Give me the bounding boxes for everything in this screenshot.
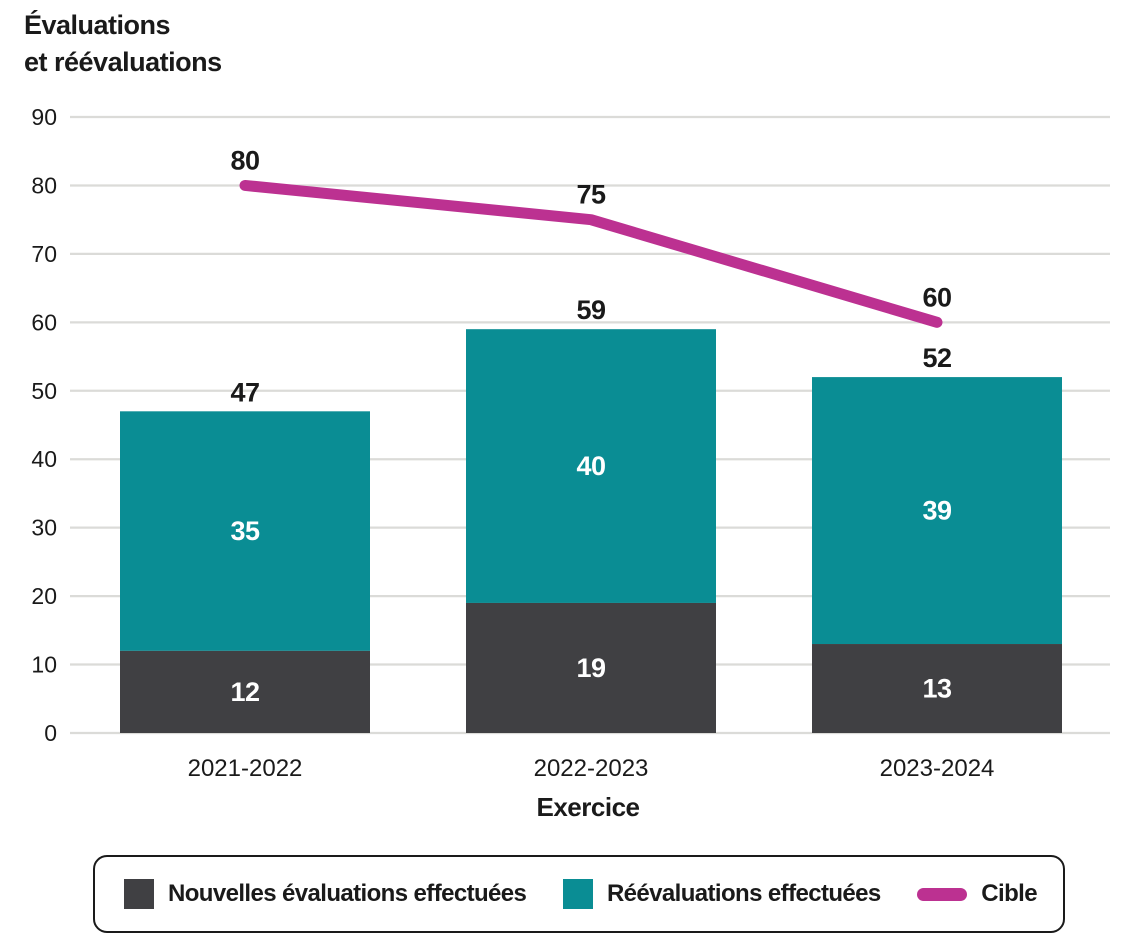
target-value-label: 75 [576,180,606,210]
legend-swatch-target-line-icon [917,887,968,901]
legend-swatch-dark-square-icon [124,879,154,909]
legend-swatch-teal-square-icon [562,879,593,909]
legend-item-nouvelles-evaluations: Nouvelles évaluations effectuées [124,879,527,909]
y-tick-label: 20 [31,583,57,609]
y-axis-tick-labels: 0 10 20 30 40 50 60 70 80 90 [31,104,57,746]
stacked-bars [120,329,1062,733]
y-tick-label: 30 [31,515,57,541]
stack-total-label: 59 [576,295,606,325]
legend-item-reevaluations: Réévaluations effectuées [562,879,881,909]
bar-segment-reevaluations [466,329,716,603]
y-tick-label: 40 [31,446,57,472]
bar-segment-reevaluations [812,377,1062,645]
target-line [239,179,943,328]
y-tick-label: 60 [31,309,57,335]
segment-value-label: 12 [230,677,259,707]
target-line-series: 80 75 60 [230,145,952,328]
segment-value-label: 13 [922,674,952,704]
bar-segment-reevaluations [120,411,370,651]
y-tick-label: 50 [31,378,57,404]
bar-segment-nouvelles-evaluations [466,602,716,733]
target-value-label: 80 [230,145,259,175]
x-tick-label: 2022-2023 [534,755,649,782]
legend-label-reevaluations: Réévaluations effectuées [606,880,881,907]
y-tick-label: 10 [31,652,57,678]
stack-total-label: 52 [922,343,951,373]
bar-value-labels: 12 35 47 19 40 59 13 39 52 [230,295,952,707]
segment-value-label: 39 [922,496,952,526]
y-tick-label: 0 [44,720,57,746]
segment-value-label: 35 [230,516,260,546]
y-tick-label: 90 [31,104,57,130]
legend-label-nouvelles-evaluations: Nouvelles évaluations effectuées [168,880,527,907]
x-tick-label: 2021-2022 [188,755,303,782]
y-tick-label: 80 [31,172,57,198]
target-value-label: 60 [922,282,951,312]
x-axis-title: Exercice [537,792,640,822]
segment-value-label: 19 [576,653,606,683]
stack-total-label: 47 [230,377,259,407]
segment-value-label: 40 [576,451,605,481]
legend-label-cible: Cible [981,880,1037,907]
y-tick-label: 70 [31,241,57,267]
x-axis-tick-labels: 2021-2022 2022-2023 2023-2024 [188,755,995,782]
chart-title-line1: Évaluations [24,9,170,40]
legend-item-cible: Cible [917,880,1038,908]
bar-segment-nouvelles-evaluations [812,644,1062,733]
combo-chart: Évaluations et réévaluations 0 10 20 30 40 50… [24,9,1110,822]
chart-title-line2: et réévaluations [24,47,222,77]
bar-segment-nouvelles-evaluations [120,650,370,733]
legend: Nouvelles évaluations effectuées Réévalu… [93,855,1065,933]
x-tick-label: 2023-2024 [880,755,995,782]
